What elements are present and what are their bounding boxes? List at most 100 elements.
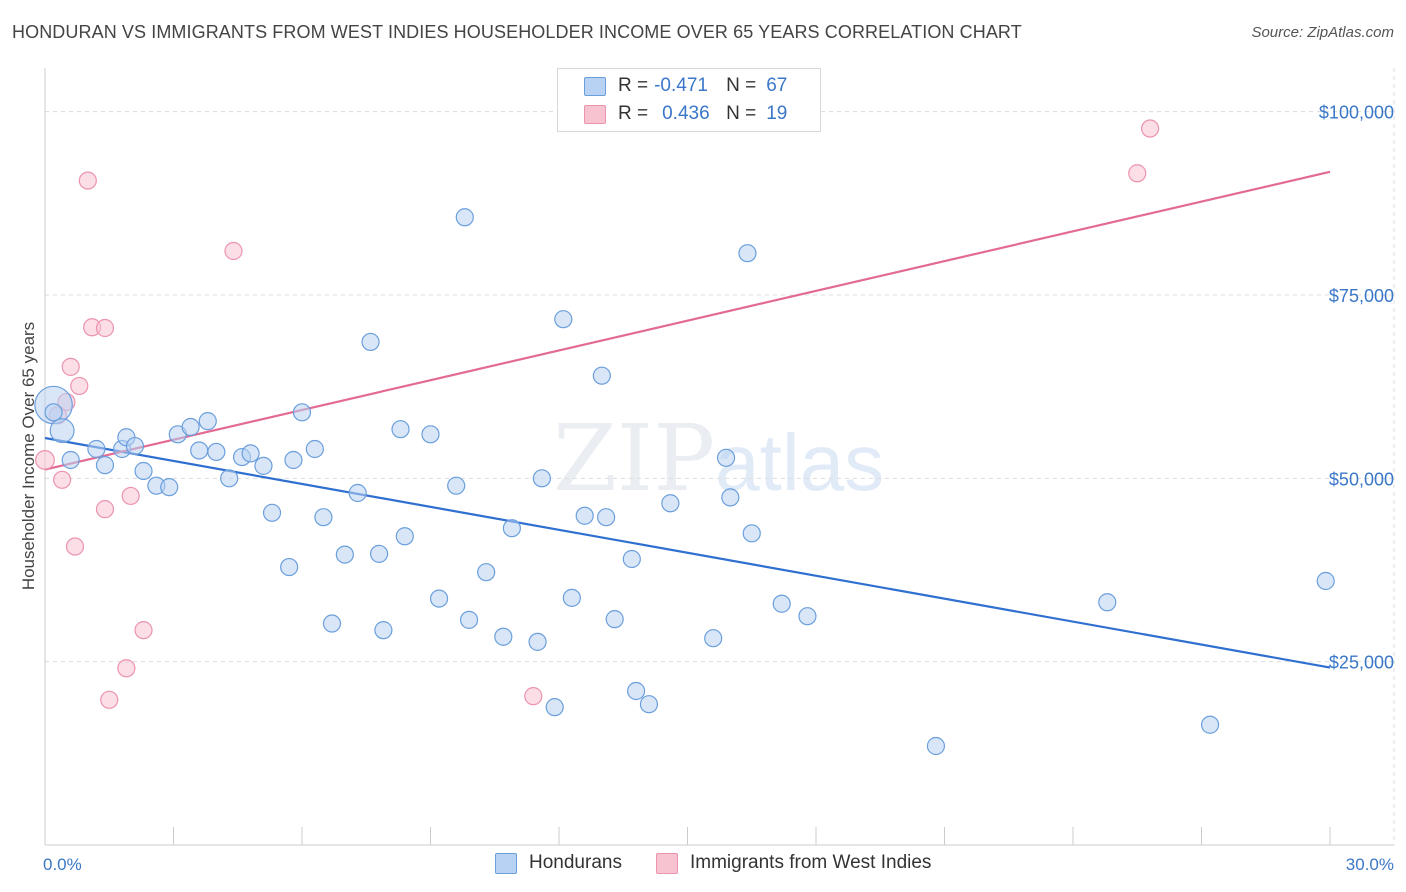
westindies-point-14 — [134, 621, 153, 640]
legend-row-westindies: R = 0.436 N = 19 — [584, 101, 787, 127]
r-label: R = — [618, 103, 649, 124]
honduran-point-39 — [477, 563, 496, 582]
x-tick-labels: 0.0% 30.0% — [43, 855, 1394, 874]
hondurans-legend-swatch — [495, 852, 517, 874]
series-legend: Hondurans Immigrants from West Indies — [0, 852, 1406, 878]
honduran-point-62 — [926, 736, 946, 756]
honduran-point-51 — [622, 549, 641, 569]
x-tick-min: 0.0% — [43, 855, 82, 874]
honduran-point-54 — [661, 494, 680, 513]
honduran-point-44 — [545, 698, 564, 717]
honduran-point-16 — [220, 469, 239, 488]
data-points — [34, 119, 1335, 756]
y-tick-label-2: $75,000 — [1329, 286, 1394, 306]
honduran-point-15 — [207, 442, 226, 462]
honduran-point-35 — [429, 589, 449, 608]
westindies-point-6 — [70, 376, 89, 396]
westindies-point-13 — [121, 486, 140, 506]
n-value-westindies: 19 — [766, 103, 788, 124]
honduran-point-63 — [1098, 593, 1117, 612]
honduran-point-45 — [554, 310, 573, 329]
honduran-point-66 — [44, 403, 63, 422]
honduran-point-28 — [348, 483, 367, 503]
honduran-point-18 — [241, 444, 260, 463]
westindies-point-7 — [78, 171, 97, 190]
honduran-point-21 — [280, 557, 299, 577]
westindies-trend-line — [44, 170, 1331, 471]
westindies-point-16 — [524, 687, 543, 706]
hondurans-swatch — [584, 76, 606, 96]
honduran-point-42 — [528, 632, 547, 651]
n-label: N = — [726, 75, 757, 96]
honduran-point-19 — [254, 456, 273, 475]
honduran-point-37 — [455, 208, 474, 227]
honduran-point-10 — [160, 478, 179, 497]
honduran-point-12 — [181, 417, 200, 437]
n-value-hondurans: 67 — [766, 75, 788, 96]
honduran-point-52 — [626, 681, 646, 701]
y-tick-labels: $25,000 $50,000 $75,000 $100,000 — [1319, 103, 1394, 673]
hondurans-legend-label: Hondurans — [529, 852, 622, 873]
legend-item-hondurans[interactable]: Hondurans — [495, 852, 622, 874]
honduran-point-36 — [447, 476, 466, 495]
honduran-point-55 — [704, 629, 723, 648]
chart-title: HONDURAN VS IMMIGRANTS FROM WEST INDIES … — [12, 22, 1022, 42]
honduran-point-8 — [134, 461, 153, 481]
honduran-point-24 — [305, 439, 324, 459]
westindies-point-12 — [117, 659, 136, 678]
correlation-legend: R = -0.471 N = 67 R = 0.436 N = 19 — [557, 68, 821, 132]
honduran-point-53 — [639, 695, 659, 714]
westindies-point-10 — [95, 500, 115, 519]
y-tick-label-0: $25,000 — [1329, 653, 1394, 673]
honduran-point-31 — [374, 621, 393, 640]
honduran-point-26 — [322, 614, 342, 633]
westindies-point-0 — [35, 450, 55, 470]
watermark-atlas: atlas — [715, 418, 885, 507]
westindies-point-5 — [65, 537, 85, 556]
n-label: N = — [726, 103, 757, 124]
honduran-point-32 — [391, 420, 410, 439]
y-axis-label: Householder Income Over 65 years — [19, 322, 38, 590]
honduran-point-65 — [1316, 571, 1335, 591]
westindies-legend-label: Immigrants from West Indies — [690, 852, 932, 873]
r-label: R = — [618, 75, 649, 96]
honduran-point-1 — [49, 418, 75, 444]
honduran-point-2 — [61, 450, 80, 470]
westindies-point-17 — [1128, 164, 1147, 183]
watermark-zip: ZIP — [553, 405, 716, 512]
hondurans-trend-line — [44, 436, 1331, 669]
honduran-point-30 — [370, 544, 389, 563]
honduran-point-7 — [125, 436, 145, 456]
r-value-westindies: 0.436 — [662, 103, 710, 124]
honduran-point-50 — [605, 610, 624, 629]
westindies-swatch — [584, 104, 606, 124]
honduran-point-46 — [562, 588, 581, 607]
x-tick-max: 30.0% — [1346, 855, 1394, 874]
honduran-point-40 — [494, 627, 513, 646]
watermark: ZIPatlas — [553, 405, 884, 512]
honduran-point-57 — [721, 488, 740, 507]
honduran-point-38 — [459, 610, 479, 629]
westindies-point-9 — [95, 318, 115, 338]
honduran-point-47 — [575, 506, 594, 525]
honduran-point-59 — [742, 524, 761, 543]
legend-item-westindies[interactable]: Immigrants from West Indies — [656, 852, 931, 874]
y-tick-label-3: $100,000 — [1319, 103, 1394, 123]
honduran-point-41 — [502, 519, 521, 538]
honduran-point-29 — [361, 332, 380, 352]
honduran-point-56 — [716, 448, 736, 467]
honduran-point-61 — [798, 607, 817, 626]
westindies-point-18 — [1140, 119, 1160, 138]
honduran-point-49 — [597, 508, 616, 527]
honduran-point-14 — [198, 412, 217, 431]
legend-row-hondurans: R = -0.471 N = 67 — [584, 73, 787, 99]
honduran-point-64 — [1200, 715, 1220, 734]
trend-lines — [44, 170, 1331, 669]
honduran-point-25 — [314, 508, 333, 527]
honduran-point-4 — [95, 456, 115, 475]
honduran-point-34 — [421, 425, 440, 444]
r-value-hondurans: -0.471 — [654, 75, 708, 96]
honduran-point-23 — [292, 403, 312, 422]
westindies-point-11 — [100, 690, 119, 709]
honduran-point-43 — [532, 469, 551, 488]
